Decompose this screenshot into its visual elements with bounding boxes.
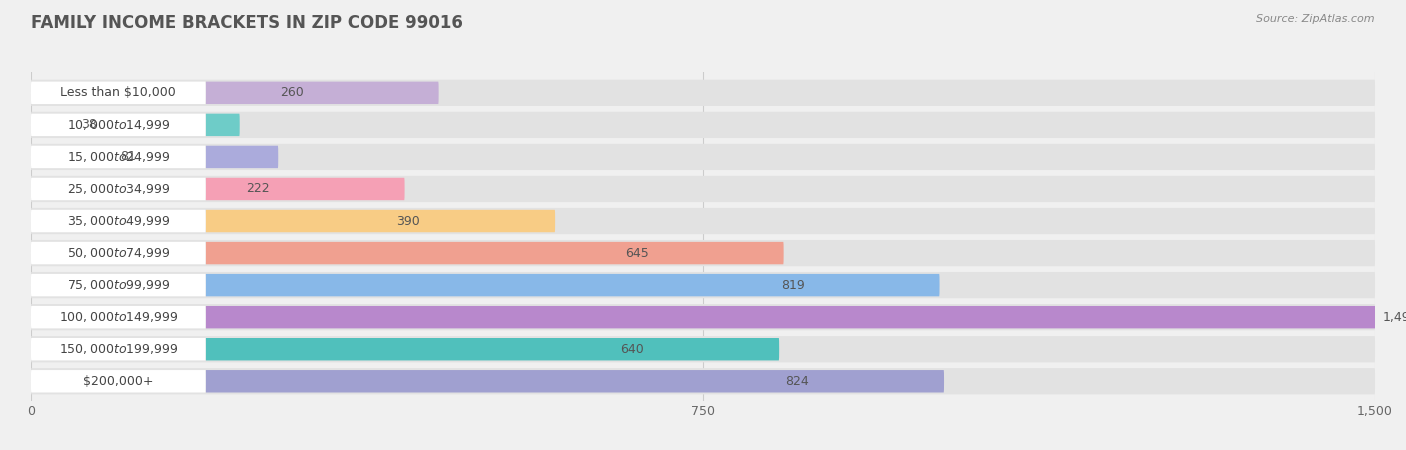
FancyBboxPatch shape [205,114,239,136]
Text: $10,000 to $14,999: $10,000 to $14,999 [66,118,170,132]
FancyBboxPatch shape [31,304,1375,330]
Text: 1,491: 1,491 [1384,310,1406,324]
FancyBboxPatch shape [31,80,1375,106]
Text: 819: 819 [780,279,804,292]
Text: 81: 81 [120,150,135,163]
FancyBboxPatch shape [31,114,205,136]
Text: 222: 222 [246,183,270,195]
FancyBboxPatch shape [31,144,1375,170]
FancyBboxPatch shape [205,370,943,392]
Text: $200,000+: $200,000+ [83,375,153,388]
FancyBboxPatch shape [205,210,555,232]
FancyBboxPatch shape [31,336,1375,362]
FancyBboxPatch shape [31,146,205,168]
FancyBboxPatch shape [31,210,205,232]
FancyBboxPatch shape [31,272,1375,298]
FancyBboxPatch shape [31,178,205,200]
FancyBboxPatch shape [31,112,1375,138]
FancyBboxPatch shape [205,338,779,360]
FancyBboxPatch shape [31,274,205,297]
Text: 824: 824 [786,375,810,388]
FancyBboxPatch shape [31,242,205,264]
FancyBboxPatch shape [205,242,783,264]
Text: Less than $10,000: Less than $10,000 [60,86,176,99]
FancyBboxPatch shape [205,178,405,200]
Text: 38: 38 [82,118,97,131]
Text: $25,000 to $34,999: $25,000 to $34,999 [66,182,170,196]
Text: Source: ZipAtlas.com: Source: ZipAtlas.com [1257,14,1375,23]
FancyBboxPatch shape [205,274,939,297]
Text: $50,000 to $74,999: $50,000 to $74,999 [66,246,170,260]
FancyBboxPatch shape [31,306,205,328]
Text: 390: 390 [396,215,420,228]
FancyBboxPatch shape [205,81,439,104]
Text: $35,000 to $49,999: $35,000 to $49,999 [66,214,170,228]
Text: $150,000 to $199,999: $150,000 to $199,999 [59,342,179,356]
FancyBboxPatch shape [31,81,205,104]
FancyBboxPatch shape [31,240,1375,266]
FancyBboxPatch shape [31,368,1375,394]
Text: 640: 640 [620,343,644,356]
FancyBboxPatch shape [31,208,1375,234]
FancyBboxPatch shape [205,146,278,168]
Text: $75,000 to $99,999: $75,000 to $99,999 [66,278,170,292]
FancyBboxPatch shape [31,176,1375,202]
FancyBboxPatch shape [205,306,1406,328]
FancyBboxPatch shape [31,338,205,360]
Text: FAMILY INCOME BRACKETS IN ZIP CODE 99016: FAMILY INCOME BRACKETS IN ZIP CODE 99016 [31,14,463,32]
Text: 260: 260 [280,86,304,99]
FancyBboxPatch shape [31,370,205,392]
Text: 645: 645 [626,247,648,260]
Text: $15,000 to $24,999: $15,000 to $24,999 [66,150,170,164]
Text: $100,000 to $149,999: $100,000 to $149,999 [59,310,179,324]
